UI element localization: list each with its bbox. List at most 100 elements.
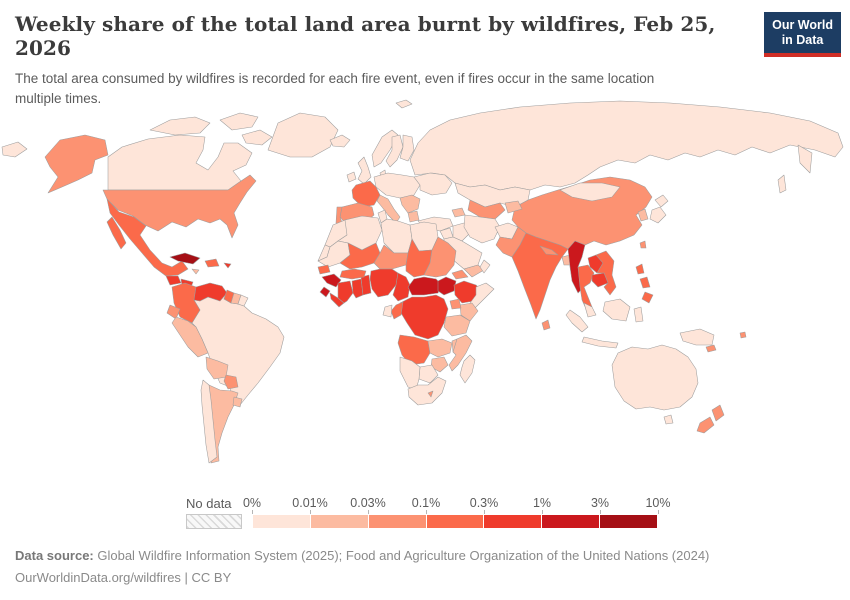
country-uganda[interactable] <box>449 298 462 310</box>
legend-segment-0-0.01%[interactable] <box>253 515 310 528</box>
country-tanzania[interactable] <box>443 314 471 337</box>
country-chile[interactable] <box>200 379 218 464</box>
country-new-guinea[interactable] <box>679 328 715 346</box>
country-mexico[interactable] <box>106 216 127 250</box>
country-indonesia[interactable] <box>581 336 619 349</box>
country-taiwan[interactable] <box>639 240 647 249</box>
country-iceland[interactable] <box>329 134 351 148</box>
country-indonesia[interactable] <box>602 298 631 322</box>
country-iran[interactable] <box>463 214 501 244</box>
country-japan[interactable] <box>654 194 669 208</box>
country-caucasus[interactable] <box>451 207 466 218</box>
country-canada[interactable] <box>241 129 273 146</box>
legend-segment-3-10%[interactable] <box>599 515 658 528</box>
country-vietnam[interactable] <box>595 250 617 296</box>
country-cuba[interactable] <box>169 252 201 265</box>
country-paraguay[interactable] <box>223 374 239 390</box>
country-greece[interactable] <box>407 210 420 223</box>
country-mexico[interactable] <box>106 198 189 277</box>
country-gabon[interactable] <box>382 304 393 318</box>
country-canada[interactable] <box>149 116 211 136</box>
country-french-guiana[interactable] <box>237 294 249 307</box>
country-eastern-europe[interactable] <box>413 172 453 196</box>
owid-link[interactable]: OurWorldinData.org/wildfires | CC BY <box>15 570 232 586</box>
country-dr-congo[interactable] <box>399 294 449 340</box>
country-mozambique[interactable] <box>448 334 473 372</box>
country-portugal[interactable] <box>335 206 344 226</box>
country-liberia[interactable] <box>329 292 345 308</box>
country-sweden[interactable] <box>385 134 404 168</box>
country-mali[interactable] <box>339 242 381 270</box>
country-japan[interactable] <box>649 206 667 224</box>
legend-no-data-swatch[interactable] <box>186 514 242 529</box>
country-russia[interactable] <box>409 100 844 191</box>
country-malaysia[interactable] <box>583 302 597 318</box>
country-central-europe[interactable] <box>373 172 421 199</box>
country-puerto-rico[interactable] <box>223 262 232 269</box>
country-lesotho[interactable] <box>427 390 434 398</box>
country-guatemala[interactable] <box>165 275 182 286</box>
country-venezuela[interactable] <box>193 282 228 302</box>
legend-segment-0.03-0.1%[interactable] <box>367 515 426 528</box>
country-philippines[interactable] <box>639 276 651 289</box>
country-south-sudan[interactable] <box>437 276 457 296</box>
country-zambia[interactable] <box>427 338 453 358</box>
country-oman[interactable] <box>479 259 491 274</box>
country-indonesia[interactable] <box>633 306 644 323</box>
country-togo-benin[interactable] <box>360 274 372 296</box>
country-russia[interactable] <box>777 174 787 194</box>
country-central-african-republic[interactable] <box>407 276 443 296</box>
country-hispaniola[interactable] <box>204 258 220 268</box>
country-russia[interactable] <box>797 144 813 174</box>
country-mongolia[interactable] <box>559 182 621 202</box>
country-australia[interactable] <box>611 344 699 411</box>
country-burkina-faso[interactable] <box>339 268 367 280</box>
country-philippines[interactable] <box>641 291 654 304</box>
country-cambodia[interactable] <box>591 272 609 288</box>
country-ireland[interactable] <box>346 171 357 183</box>
country-south-africa[interactable] <box>407 376 447 406</box>
country-france[interactable] <box>351 180 381 208</box>
country-philippines[interactable] <box>635 263 645 275</box>
country-canada[interactable] <box>219 112 259 131</box>
legend-segment-0.3-1%[interactable] <box>483 515 542 528</box>
country-sri-lanka[interactable] <box>541 319 551 331</box>
country-ghana[interactable] <box>351 278 364 299</box>
country-russia[interactable] <box>1 141 28 158</box>
country-madagascar[interactable] <box>459 354 476 384</box>
country-peru[interactable] <box>171 316 209 358</box>
country-namibia[interactable] <box>399 356 421 391</box>
country-sudan[interactable] <box>423 236 457 278</box>
country-congo[interactable] <box>390 301 404 320</box>
country-thailand[interactable] <box>577 264 595 312</box>
country-somalia[interactable] <box>469 282 495 312</box>
country-kyrgyzstan-tajikistan[interactable] <box>504 200 523 214</box>
country-norway[interactable] <box>395 99 413 109</box>
country-senegal[interactable] <box>317 264 331 275</box>
country-sierra-leone[interactable] <box>319 286 331 298</box>
country-balkans[interactable] <box>399 194 421 214</box>
legend-segment-0.01-0.03%[interactable] <box>309 515 368 528</box>
country-greenland[interactable] <box>267 112 339 158</box>
country-jamaica[interactable] <box>191 268 200 275</box>
country-uzbekistan-turkmenistan[interactable] <box>467 199 506 220</box>
country-ivory-coast[interactable] <box>337 280 354 304</box>
legend-segment-0.1-0.3%[interactable] <box>425 515 484 528</box>
country-canada[interactable] <box>107 134 253 191</box>
country-indonesia[interactable] <box>565 309 589 333</box>
country-new-caledonia[interactable] <box>705 344 717 353</box>
country-finland[interactable] <box>399 134 415 162</box>
country-united-kingdom[interactable] <box>357 156 372 185</box>
owid-logo[interactable]: Our World in Data <box>764 12 841 57</box>
legend-segment-1-3%[interactable] <box>541 515 600 528</box>
country-uruguay[interactable] <box>232 396 243 408</box>
country-angola[interactable] <box>397 334 431 366</box>
country-new-zealand[interactable] <box>711 404 725 422</box>
country-cameroon[interactable] <box>392 272 411 302</box>
country-new-zealand[interactable] <box>696 416 715 434</box>
country-nepal[interactable] <box>539 245 559 256</box>
country-united-states[interactable] <box>44 134 109 194</box>
country-nigeria[interactable] <box>369 268 399 298</box>
country-fiji[interactable] <box>739 331 747 339</box>
country-eritrea[interactable] <box>451 269 469 280</box>
